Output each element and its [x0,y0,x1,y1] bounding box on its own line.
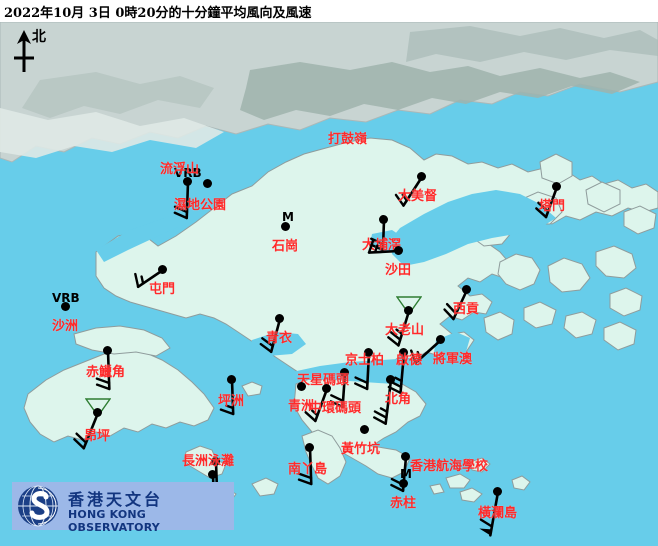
station-marker-dot [380,216,387,223]
logo-chinese: 香港天文台 [68,490,164,509]
station-label: 坪洲 [218,394,245,409]
station-marker-dot [204,180,211,187]
station-label: 黃竹坑 [341,442,381,457]
station-label: 流浮山 [160,162,200,177]
map-canvas: 北 打鼓嶺 VRB 流浮山 濕地公園 M 石崗 大美督 塔門 大埔滘 沙田 屯門 VRB 沙洲 赤鱲角 大老… [0,22,658,546]
station-label: 打鼓嶺 [328,132,368,147]
station-marker-dot [276,315,283,322]
station-label: 京士柏 [345,353,385,368]
station-marker-dot [228,376,235,383]
station-marker-dot [400,349,407,356]
station-label: 天星碼頭 [297,373,350,388]
station-marker-dot [209,471,216,478]
north-arrow: 北 [6,26,60,78]
north-label: 北 [32,29,46,45]
upper-air-triangle-icon [85,398,111,418]
station-marker-dot [402,453,409,460]
station-marker-dot [282,223,289,230]
station-marker-dot [159,266,166,273]
station-label: 中環碼頭 [309,401,362,416]
station-label: 青洲 [288,399,315,414]
variable-wind-flag: VRB [52,291,80,305]
station-marker-dot [361,426,368,433]
station-label: 濕地公園 [174,198,227,213]
station-marker-dot [365,349,372,356]
station-label: 赤柱 [390,496,417,511]
station-label: 香港航海學校 [410,459,489,474]
missing-data-flag: M [282,210,294,224]
station-marker-dot [387,376,394,383]
station-label: 塔門 [539,199,566,214]
station-label: 大美督 [398,189,438,204]
station-label: 橫瀾島 [478,506,518,521]
station-label: 大老山 [385,323,425,338]
title-bar: 2022年10月 3日 0時20分的十分鐘平均風向及風速 [0,0,658,22]
station-label: 沙洲 [52,319,79,334]
station-label: 屯門 [149,282,176,297]
station-marker-dot [306,444,313,451]
station-marker-dot [463,286,470,293]
station-label: 南丫島 [288,462,328,477]
station-label: 西貢 [453,302,480,317]
station-marker-dot [400,480,407,487]
station-marker-dot [184,178,191,185]
missing-data-flag: M [400,467,412,481]
page-title: 2022年10月 3日 0時20分的十分鐘平均風向及風速 [4,6,312,21]
station-label: 啟德 [396,353,423,368]
station-marker-dot [341,369,348,376]
hko-emblem-icon [18,485,58,527]
station-marker-dot [418,173,425,180]
station-marker-dot [494,488,501,495]
station-label: 沙田 [385,263,412,278]
variable-wind-flag: VRB [174,166,202,180]
north-arrow-icon [14,30,34,72]
station-label: 長洲泳灘 [182,454,235,469]
station-label: 赤鱲角 [86,365,126,380]
basemap-graphic [0,22,658,546]
station-marker-dot [212,458,219,465]
station-label: 昂坪 [84,429,111,444]
station-marker-dot [298,383,305,390]
station-marker-dot [94,409,101,416]
hko-logo: 香港天文台 HONG KONG OBSERVATORY [12,482,234,534]
station-marker-dot [553,183,560,190]
station-label: 青衣 [266,331,293,346]
station-marker-dot [405,307,412,314]
station-marker-dot [437,336,444,343]
station-marker-dot [104,347,111,354]
station-label: 北角 [385,392,412,407]
station-marker-dot [395,247,402,254]
station-marker-dot [62,303,69,310]
station-marker-dot [323,385,330,392]
logo-english: HONG KONG OBSERVATORY [68,508,160,534]
station-label: 石崗 [272,239,299,254]
upper-air-triangle-icon [396,296,422,316]
station-label: 將軍澳 [433,352,473,367]
